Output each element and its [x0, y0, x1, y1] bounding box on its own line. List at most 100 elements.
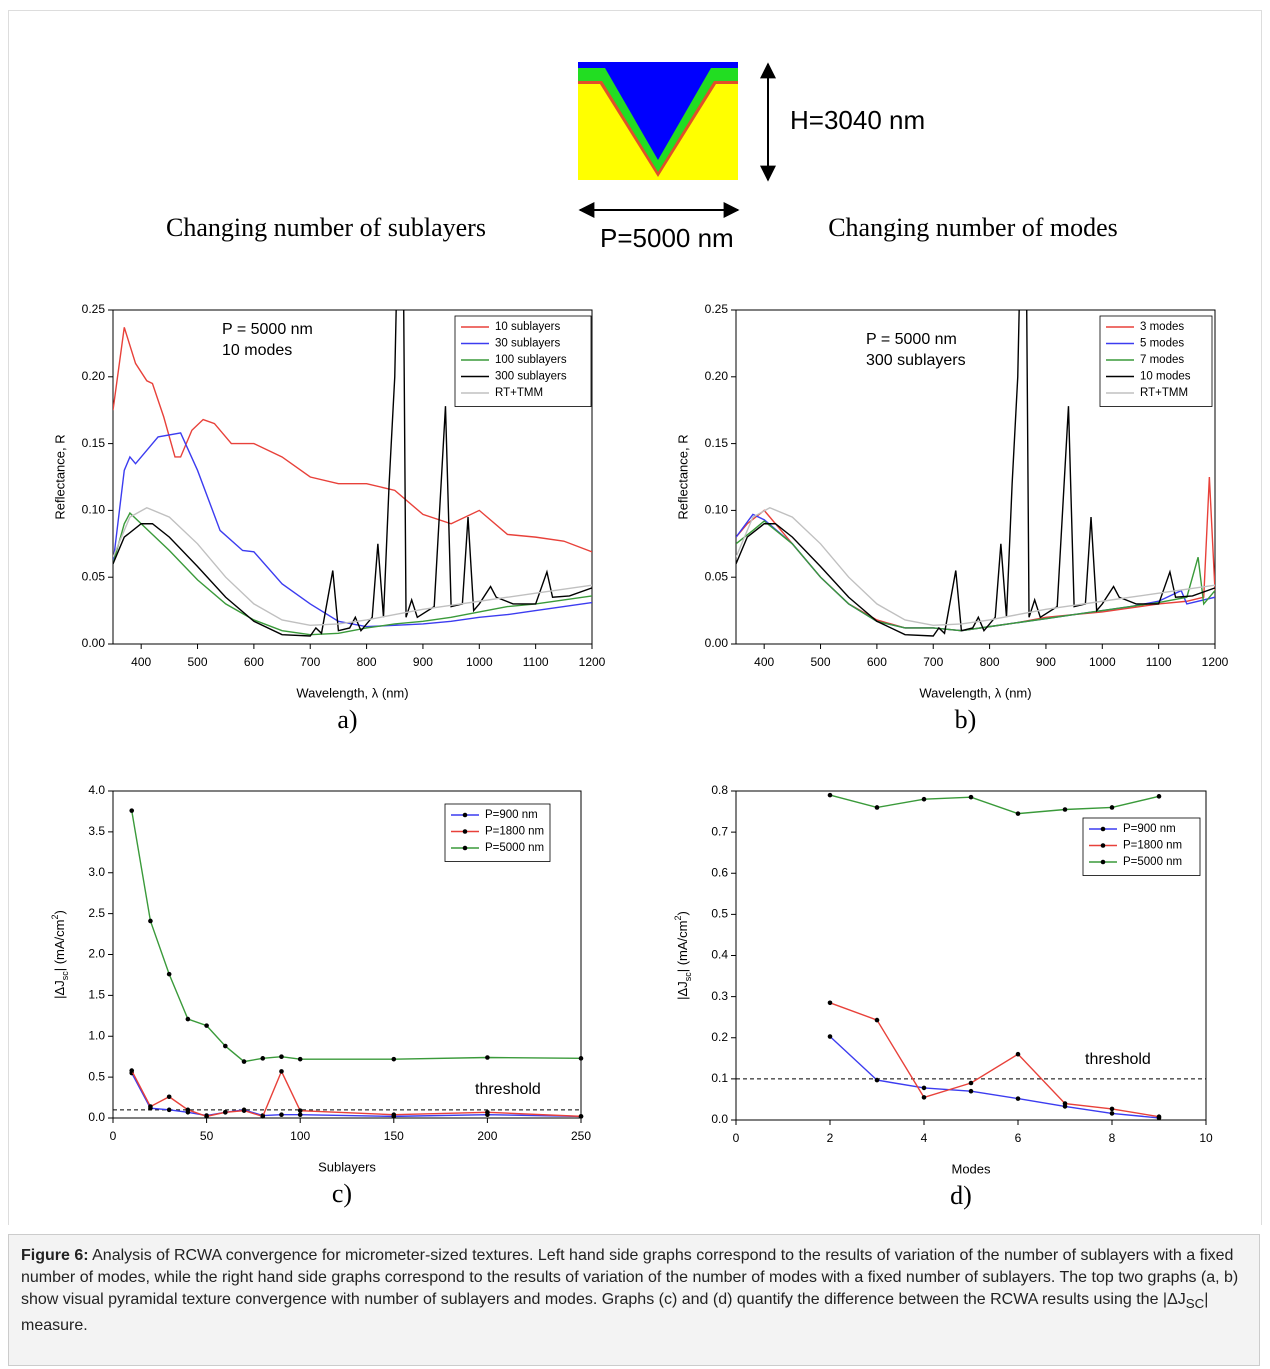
x-tick-label: 1200: [1202, 655, 1229, 669]
point: [968, 1080, 974, 1086]
x-tick-label: 800: [357, 655, 377, 669]
y-axis-label: |ΔJsc| (mA/cm2): [673, 911, 693, 1000]
x-tick-label: 8: [1109, 1131, 1116, 1145]
legend-marker: [1100, 859, 1106, 865]
legend-marker: [462, 829, 468, 834]
series-line: [113, 310, 592, 637]
caption-end: | measure.: [21, 1291, 1209, 1335]
point: [223, 1043, 228, 1049]
x-tick-label: 600: [244, 655, 264, 669]
panel-label: c): [332, 1179, 352, 1208]
x-tick-label: 150: [384, 1129, 404, 1143]
figure-frame: [8, 10, 1262, 1225]
series-line: [736, 520, 1215, 632]
x-tick-label: 400: [131, 655, 151, 669]
point: [968, 1088, 974, 1094]
point: [1015, 1096, 1021, 1101]
x-axis-label: Modes: [951, 1161, 991, 1176]
x-tick-label: 1000: [1089, 655, 1116, 669]
x-tick-label: 250: [571, 1129, 591, 1143]
point: [968, 794, 974, 800]
annotation: P = 5000 nm: [866, 331, 957, 348]
y-tick-label: 0.00: [705, 636, 729, 650]
y-axis-label-part: |ΔJ: [52, 980, 67, 999]
y-axis-label-part: 2: [50, 915, 60, 920]
caption: Figure 6: Analysis of RCWA convergence f…: [8, 1234, 1260, 1366]
y-tick-label: 0.3: [711, 989, 728, 1003]
plot-frame: [112, 309, 593, 645]
x-tick-label: 50: [200, 1129, 214, 1143]
point: [148, 918, 153, 924]
legend-marker: [1100, 826, 1106, 832]
y-tick-label: 0.05: [705, 569, 729, 583]
legend-box: [454, 315, 592, 407]
point: [204, 1114, 209, 1119]
point: [279, 1112, 284, 1118]
legend-label: RT+TMM: [1140, 387, 1188, 399]
heading: Changing number of sublayers: [166, 213, 486, 242]
x-tick-label: 100: [290, 1129, 310, 1143]
annotation: 10 modes: [222, 342, 292, 359]
x-tick-label: 700: [923, 655, 943, 669]
layer-blue: [578, 62, 738, 160]
series-line: [113, 511, 592, 636]
y-tick-label: 0.8: [711, 783, 728, 797]
series-line: [736, 310, 1215, 637]
point: [260, 1114, 266, 1119]
panel-label: d): [950, 1181, 972, 1210]
series-line: [829, 1002, 1160, 1118]
y-axis-label-part: ): [52, 910, 67, 914]
x-tick-label: 6: [1015, 1131, 1022, 1145]
series-line: [113, 432, 592, 628]
legend-label: 7 modes: [1140, 354, 1184, 366]
point: [1109, 1106, 1115, 1112]
annotation: P = 5000 nm: [222, 321, 313, 338]
point: [1156, 794, 1162, 799]
y-tick-label: 0.0: [711, 1112, 728, 1126]
y-tick-label: 2.0: [88, 947, 105, 961]
point: [279, 1069, 284, 1074]
point: [279, 1054, 284, 1059]
y-tick-label: 0.2: [711, 1030, 728, 1044]
series-line: [829, 794, 1160, 815]
point: [1015, 1051, 1021, 1057]
figure: H=3040 nm P=5000 nm Changing number of s…: [50, 62, 1229, 1210]
y-tick-label: 0.25: [82, 302, 106, 316]
x-tick-label: 1000: [466, 655, 493, 669]
x-tick-label: 10: [1199, 1131, 1213, 1145]
point: [1015, 811, 1021, 816]
y-tick-label: 0.05: [82, 569, 106, 583]
y-axis-label: Reflectance, R: [675, 434, 690, 519]
point: [297, 1112, 303, 1118]
point: [129, 808, 135, 813]
heading: Changing number of modes: [828, 213, 1118, 242]
legend-marker: [462, 812, 468, 818]
point: [578, 1056, 584, 1061]
point: [391, 1056, 397, 1062]
y-tick-label: 0.20: [82, 369, 106, 383]
x-tick-label: 900: [413, 655, 433, 669]
series-line: [113, 506, 592, 627]
point: [166, 1094, 172, 1100]
x-axis-label: Wavelength, λ (nm): [296, 685, 408, 700]
point: [391, 1112, 397, 1118]
y-axis-label: Reflectance, R: [52, 434, 67, 519]
x-axis-label: Wavelength, λ (nm): [919, 685, 1031, 700]
point: [921, 796, 927, 802]
point: [148, 1104, 153, 1109]
point: [578, 1114, 584, 1119]
point: [827, 1034, 833, 1039]
y-axis-label-part: | (mA/cm: [52, 920, 67, 972]
point: [1109, 1111, 1115, 1116]
caption-sub: SC: [1185, 1296, 1205, 1312]
legend-label: P=1800 nm: [1123, 840, 1182, 852]
point: [297, 1056, 303, 1062]
point: [1062, 1101, 1068, 1106]
x-tick-label: 700: [300, 655, 320, 669]
legend-label: 5 modes: [1140, 338, 1184, 350]
point: [485, 1109, 490, 1115]
x-tick-label: 1100: [1146, 655, 1172, 669]
series-line: [113, 327, 592, 553]
point: [827, 792, 833, 798]
y-tick-label: 0.4: [711, 948, 728, 962]
